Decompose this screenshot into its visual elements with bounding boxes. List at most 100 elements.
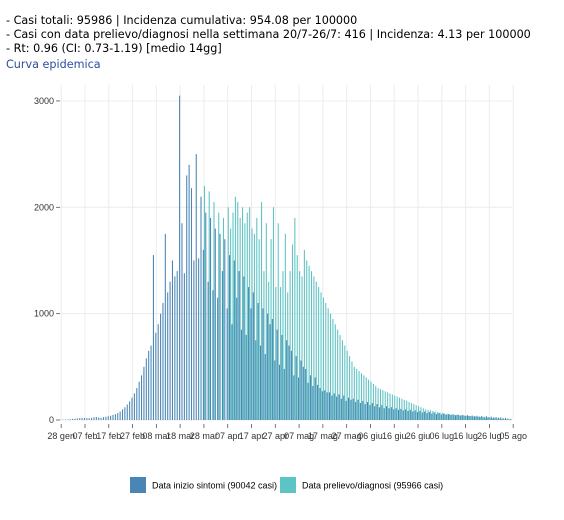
bar-symptoms: [93, 417, 95, 420]
bar-symptoms: [240, 329, 242, 420]
bar-symptoms: [305, 368, 307, 420]
bar-symptoms: [183, 273, 185, 420]
bar-diagnosis: [349, 356, 351, 420]
summary-line-week: - Casi con data prelievo/diagnosi nella …: [6, 28, 531, 41]
bar-symptoms: [148, 350, 150, 420]
bar-diagnosis: [296, 255, 298, 420]
bar-diagnosis: [258, 239, 260, 420]
bar-symptoms: [293, 375, 295, 420]
x-tick-label: 07 mag: [284, 431, 314, 441]
bar-symptoms: [119, 411, 121, 420]
bar-symptoms: [278, 364, 281, 420]
bar-symptoms: [381, 405, 383, 420]
bar-symptoms: [152, 255, 154, 420]
bar-diagnosis: [346, 350, 348, 420]
bar-symptoms: [471, 415, 473, 420]
y-tick-label: 0: [49, 415, 54, 425]
bar-symptoms: [340, 398, 342, 420]
bar-diagnosis: [377, 388, 379, 420]
bar-diagnosis: [406, 400, 408, 420]
bar-symptoms: [362, 400, 364, 420]
bar-diagnosis: [491, 418, 493, 420]
bar-symptoms: [502, 418, 504, 420]
bar-diagnosis: [496, 418, 498, 420]
y-tick-label: 2000: [34, 202, 54, 212]
bar-symptoms: [257, 303, 259, 420]
bar-symptoms: [209, 217, 212, 420]
bar-symptoms: [371, 402, 373, 420]
bar-symptoms: [174, 276, 176, 420]
bar-symptoms: [233, 260, 235, 420]
bar-symptoms: [110, 415, 112, 420]
bar-symptoms: [259, 345, 262, 420]
bar-symptoms: [350, 399, 352, 420]
bar-symptoms: [493, 417, 495, 420]
chart-subtitle: Curva epidemica: [6, 58, 101, 71]
bar-diagnosis: [472, 416, 474, 420]
bar-diagnosis: [337, 329, 339, 420]
bar-symptoms: [117, 413, 119, 420]
bar-symptoms: [474, 416, 476, 420]
bar-symptoms: [302, 366, 304, 420]
bar-symptoms: [395, 408, 397, 420]
bar-diagnosis: [396, 396, 398, 420]
bar-symptoms: [504, 417, 507, 420]
bar-symptoms: [390, 407, 392, 420]
bar-diagnosis: [363, 375, 365, 420]
x-tick-label: 28 mar: [190, 431, 218, 441]
bar-diagnosis: [382, 390, 384, 420]
bar-symptoms: [376, 404, 378, 420]
bar-symptoms: [286, 340, 288, 420]
x-tick-label: 27 mag: [332, 431, 362, 441]
bar-diagnosis: [227, 207, 229, 420]
summary-line-total: - Casi totali: 95986 | Incidenza cumulat…: [6, 14, 358, 27]
bar-diagnosis: [301, 276, 303, 420]
bar-symptoms: [67, 419, 69, 420]
bar-diagnosis: [448, 414, 451, 420]
x-tick-label: 07 apr: [215, 431, 241, 441]
bar-symptoms: [431, 413, 433, 420]
bar-diagnosis: [463, 415, 465, 420]
bar-diagnosis: [479, 417, 481, 420]
bar-symptoms: [447, 414, 449, 420]
bar-symptoms: [457, 414, 459, 420]
bar-diagnosis: [444, 413, 446, 420]
bar-symptoms: [338, 394, 340, 420]
bar-symptoms: [402, 410, 404, 420]
bar-diagnosis: [327, 308, 329, 420]
bar-symptoms: [207, 281, 209, 420]
bar-symptoms: [200, 196, 202, 420]
bar-diagnosis: [429, 410, 431, 420]
x-tick-label: 27 apr: [263, 431, 289, 441]
bar-symptoms: [309, 375, 311, 420]
bar-symptoms: [343, 395, 345, 420]
bar-symptoms: [150, 345, 152, 420]
bar-symptoms: [126, 404, 128, 420]
bar-symptoms: [264, 354, 266, 420]
bar-symptoms: [190, 188, 193, 420]
x-tick-label: 27 feb: [120, 431, 145, 441]
bar-diagnosis: [306, 260, 308, 420]
bar-diagnosis: [384, 391, 386, 420]
bar-symptoms: [283, 368, 285, 420]
bar-diagnosis: [334, 324, 336, 420]
bar-symptoms: [452, 414, 454, 420]
bar-diagnosis: [341, 340, 343, 420]
bar-diagnosis: [487, 417, 489, 420]
bar-diagnosis: [420, 407, 422, 420]
bar-symptoms: [336, 396, 338, 420]
bar-symptoms: [288, 345, 290, 420]
bar-symptoms: [478, 416, 480, 420]
bar-symptoms: [202, 249, 204, 420]
bar-symptoms: [319, 388, 321, 420]
bar-symptoms: [176, 271, 178, 420]
bar-symptoms: [276, 329, 278, 420]
bar-diagnosis: [368, 379, 370, 420]
bar-symptoms: [476, 415, 478, 420]
bar-diagnosis: [299, 271, 301, 420]
bar-symptoms: [169, 281, 171, 420]
bar-diagnosis: [284, 233, 286, 420]
legend: Data inizio sintomi (90042 casi) Data pre…: [130, 477, 443, 493]
bar-diagnosis: [394, 395, 396, 420]
bar-symptoms: [131, 397, 133, 420]
